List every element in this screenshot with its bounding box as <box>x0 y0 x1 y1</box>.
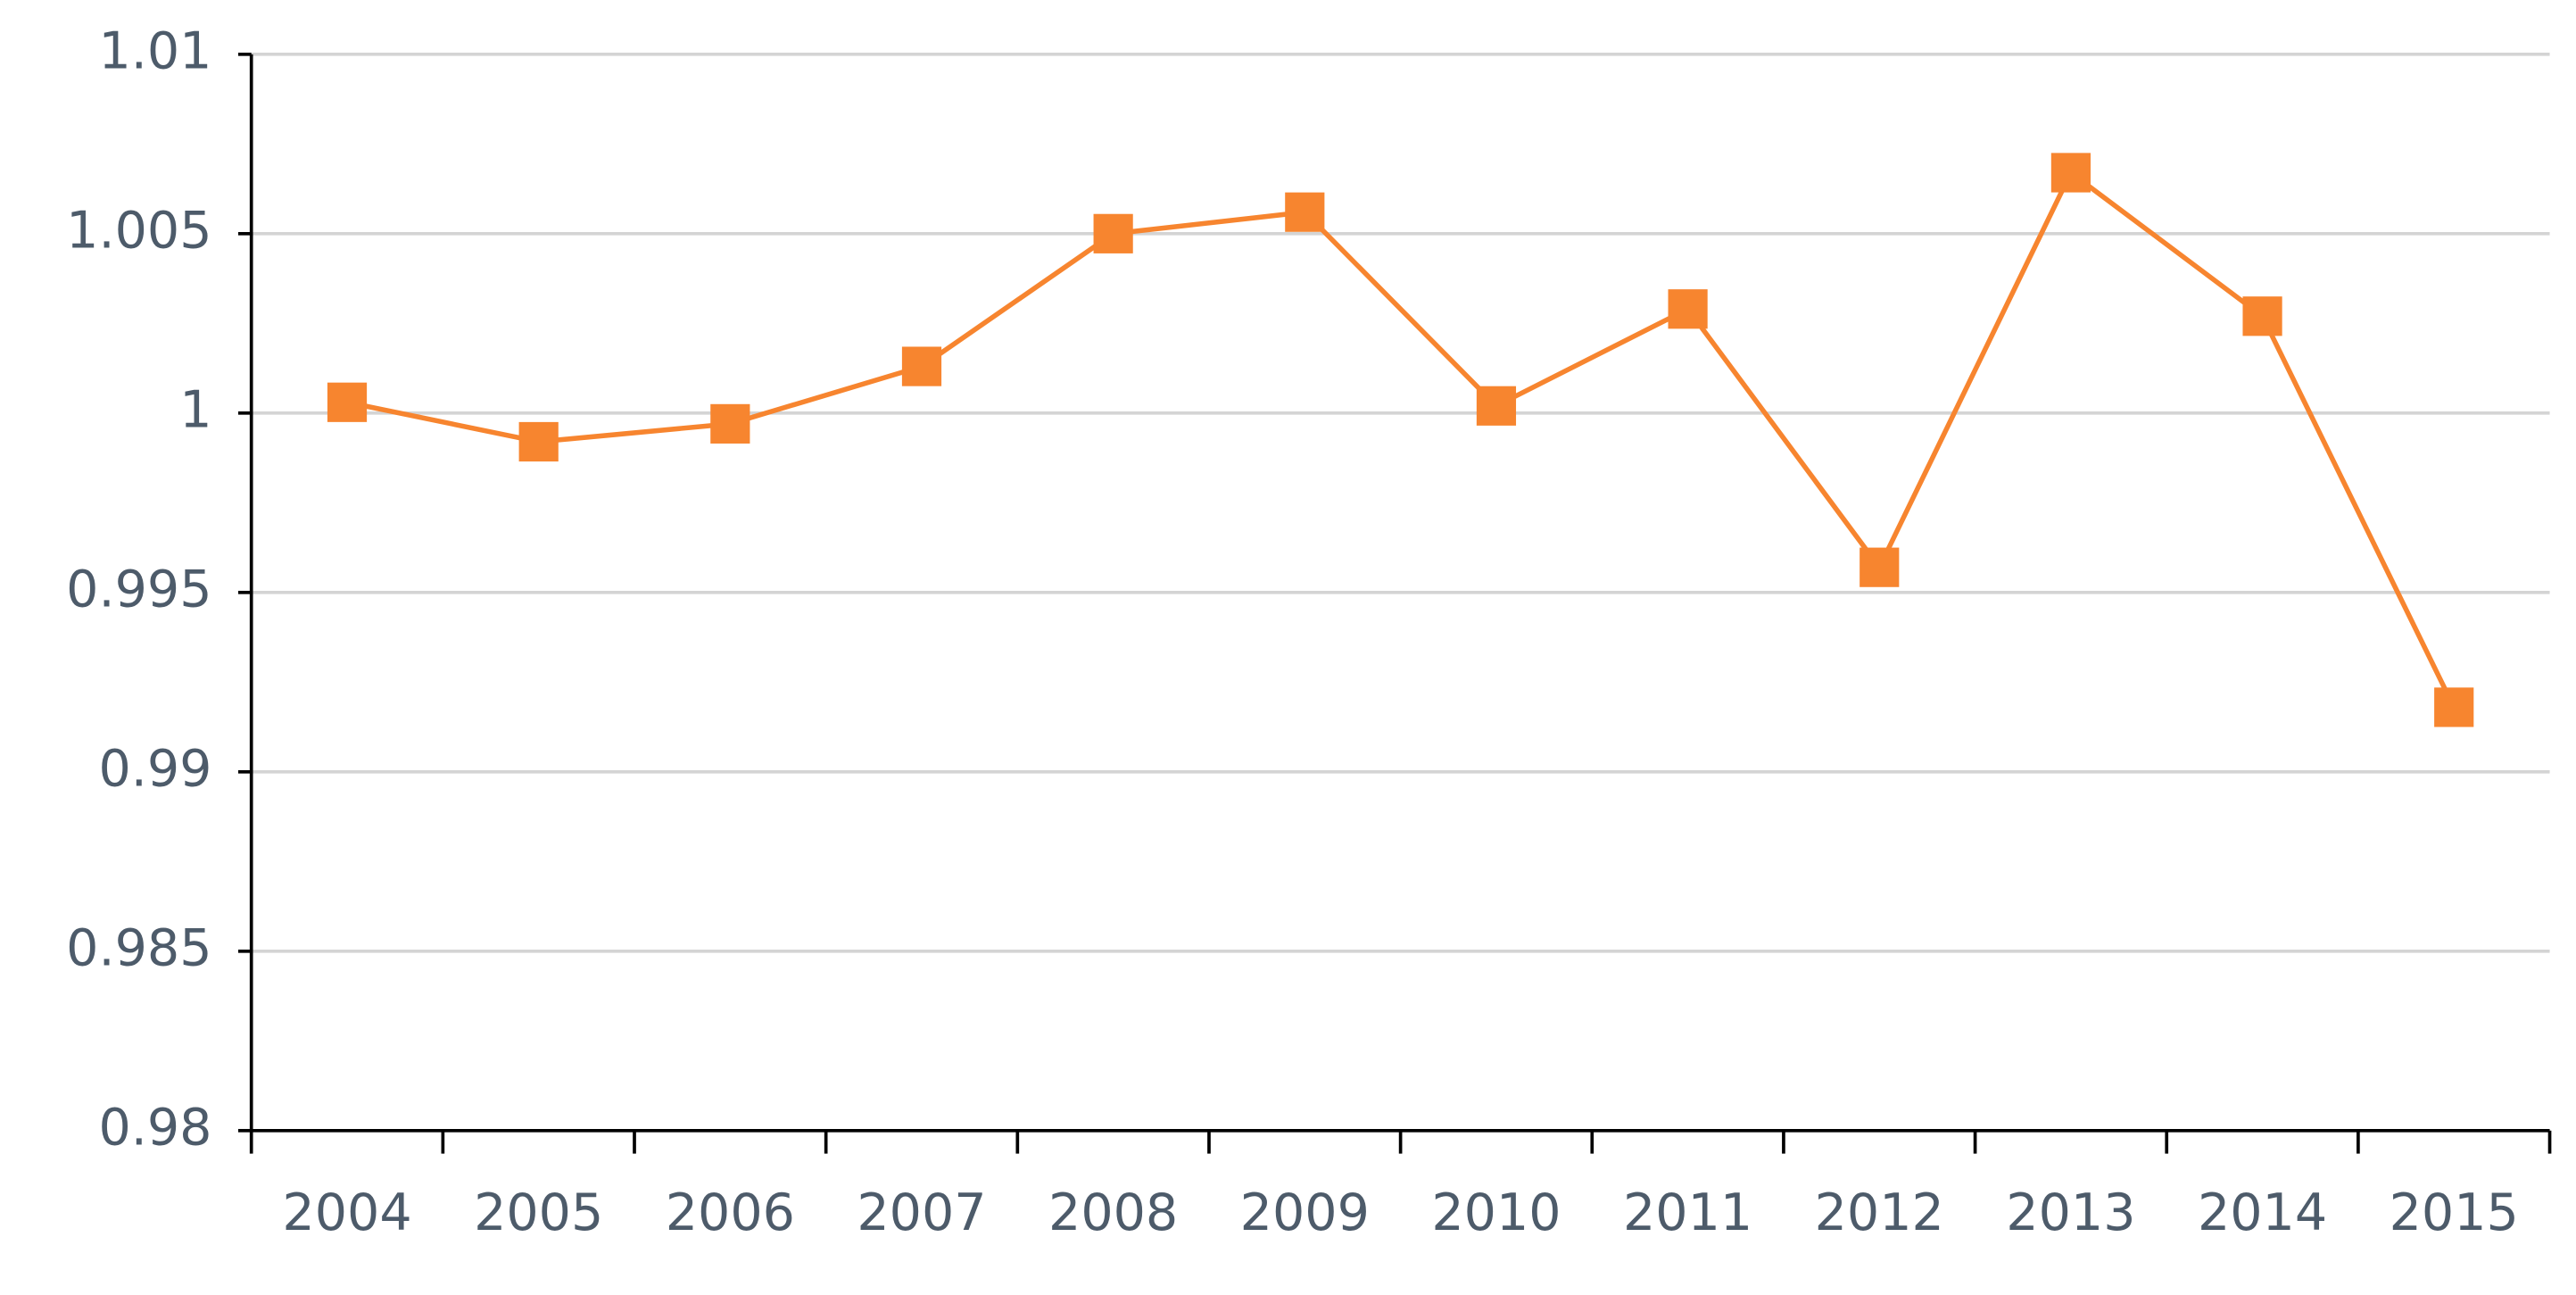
x-tick-label: 2007 <box>857 1183 986 1242</box>
y-tick-label: 0.985 <box>66 918 211 977</box>
marker <box>2434 687 2474 727</box>
x-tick-label: 2006 <box>666 1183 795 1242</box>
line <box>346 169 2456 709</box>
x-tick-label: 2013 <box>2006 1183 2135 1242</box>
y-tick-label: 0.99 <box>98 739 211 798</box>
x-tick-label: 2004 <box>282 1183 411 1242</box>
marker <box>1860 547 1900 587</box>
x-tick-label: 2014 <box>2198 1183 2327 1242</box>
y-tick-label: 0.98 <box>98 1098 211 1157</box>
marker <box>1668 289 1708 329</box>
y-tick-label: 1.005 <box>66 201 211 260</box>
x-tick-label: 2012 <box>1815 1183 1944 1242</box>
marker <box>901 346 942 386</box>
y-tick-label: 1 <box>179 380 211 439</box>
marker <box>1093 213 1133 253</box>
y-tick-label: 0.995 <box>66 560 211 618</box>
marker <box>2050 153 2091 193</box>
x-tick-label: 2005 <box>474 1183 603 1242</box>
x-tick-label: 2011 <box>1623 1183 1752 1242</box>
marker <box>518 421 559 462</box>
marker <box>710 403 750 444</box>
marker <box>2242 296 2282 336</box>
marker <box>1285 192 1325 232</box>
y-tick-label: 1.01 <box>98 21 211 80</box>
marker <box>1476 386 1517 426</box>
marker <box>327 382 368 422</box>
x-tick-label: 2015 <box>2390 1183 2519 1242</box>
x-tick-label: 2009 <box>1240 1183 1370 1242</box>
x-tick-label: 2010 <box>1431 1183 1561 1242</box>
x-tick-label: 2008 <box>1048 1183 1178 1242</box>
